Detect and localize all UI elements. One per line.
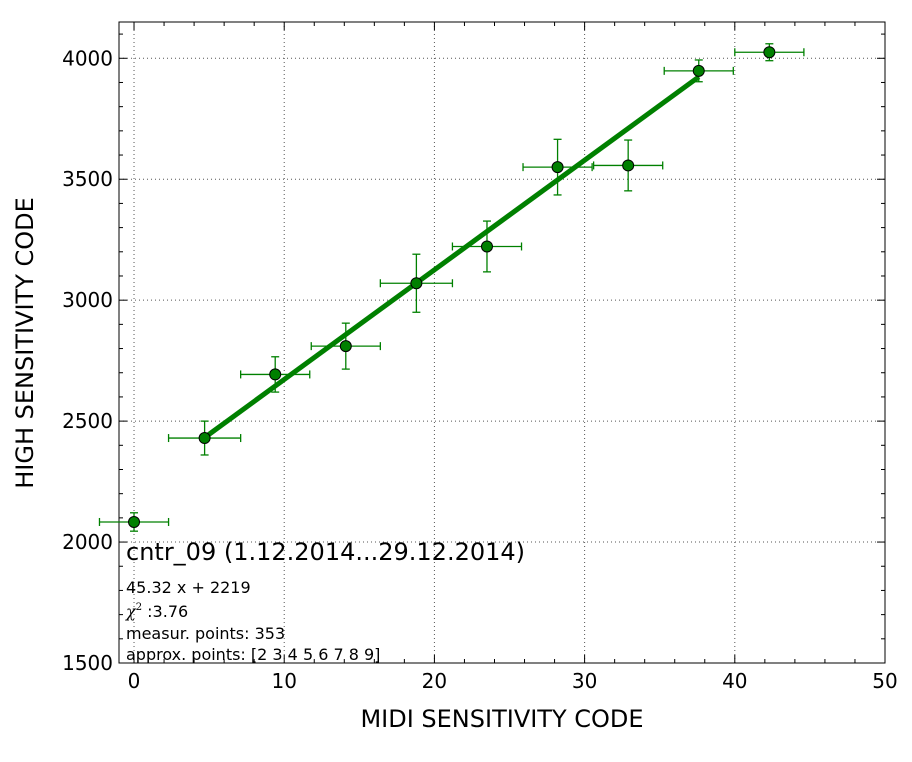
error-bars xyxy=(98,43,805,532)
data-point xyxy=(410,277,423,290)
data-point xyxy=(692,64,705,77)
chi-symbol: χ xyxy=(125,602,137,621)
x-tick-label: 40 xyxy=(722,669,747,693)
grid xyxy=(119,22,885,663)
annotation-block: cntr_09 (1.12.2014...29.12.2014) 45.32 x… xyxy=(125,538,525,664)
y-tick-label: 3500 xyxy=(62,167,113,191)
axis-ticks xyxy=(119,22,886,664)
fit-line xyxy=(203,74,701,440)
annotation-chi-squared: χ2 :3.76 xyxy=(125,602,188,621)
data-point xyxy=(339,340,352,353)
plot-frame xyxy=(118,21,886,664)
x-tick-labels: 0 10 20 30 40 50 xyxy=(128,669,898,693)
chi-value: :3.76 xyxy=(142,602,188,621)
chi-power: 2 xyxy=(136,602,142,613)
data-point xyxy=(622,159,635,172)
x-tick-label: 20 xyxy=(422,669,447,693)
y-axis-label: HIGH SENSITIVITY CODE xyxy=(11,197,39,489)
y-tick-label: 4000 xyxy=(62,46,113,70)
y-tick-label: 2000 xyxy=(62,530,113,554)
data-point xyxy=(128,515,141,528)
data-point xyxy=(551,161,564,174)
data-point xyxy=(480,240,493,253)
y-tick-labels: 1500 2000 2500 3000 3500 4000 xyxy=(62,46,113,675)
data-point xyxy=(763,46,776,59)
y-tick-label: 2500 xyxy=(62,409,113,433)
fit-line-group xyxy=(203,74,701,440)
annotation-title: cntr_09 (1.12.2014...29.12.2014) xyxy=(126,538,525,566)
x-tick-label: 50 xyxy=(872,669,897,693)
annotation-approx-points: approx. points: [2 3 4 5 6 7 8 9] xyxy=(126,645,380,664)
data-point xyxy=(269,368,282,381)
x-axis-label: MIDI SENSITIVITY CODE xyxy=(360,705,643,733)
annotation-measur-points: measur. points: 353 xyxy=(126,624,285,643)
x-tick-label: 0 xyxy=(128,669,141,693)
x-tick-label: 10 xyxy=(271,669,296,693)
data-points xyxy=(128,46,776,528)
annotation-fit-equation: 45.32 x + 2219 xyxy=(126,578,251,597)
x-tick-label: 30 xyxy=(572,669,597,693)
data-point xyxy=(198,432,211,445)
y-tick-label: 1500 xyxy=(62,651,113,675)
y-tick-label: 3000 xyxy=(62,288,113,312)
